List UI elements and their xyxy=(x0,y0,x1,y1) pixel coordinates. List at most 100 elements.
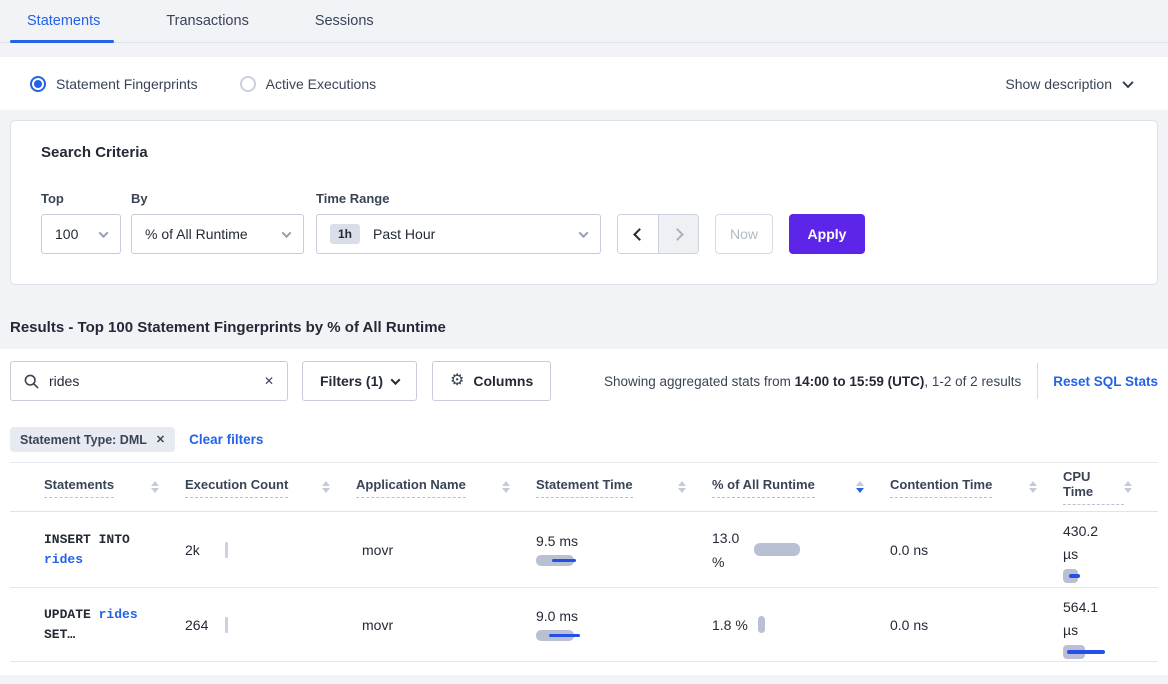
time-pager xyxy=(617,214,699,254)
column-header-contention-time[interactable]: Contention Time xyxy=(890,477,1063,498)
top-select-value: 100 xyxy=(55,226,79,242)
previous-time-button[interactable] xyxy=(618,215,658,253)
next-time-button[interactable] xyxy=(658,215,698,253)
reset-sql-stats-link[interactable]: Reset SQL Stats xyxy=(1053,373,1158,389)
statement-fingerprint-cell: UPDATE rides SET… xyxy=(44,606,138,642)
clear-filters-link[interactable]: Clear filters xyxy=(189,432,264,447)
search-icon xyxy=(24,374,39,388)
sort-icon[interactable] xyxy=(151,481,159,493)
by-select[interactable]: % of All Runtime xyxy=(131,214,304,254)
sort-icon[interactable] xyxy=(322,481,330,493)
sort-icon[interactable] xyxy=(502,481,510,493)
cpu-time-cell: 430.2 µs xyxy=(1063,512,1158,583)
execution-count-bar xyxy=(225,616,228,633)
time-range-label: Time Range xyxy=(316,191,390,206)
radio-unselected-icon[interactable] xyxy=(239,75,256,92)
tab-statements[interactable]: Statements xyxy=(9,0,115,43)
cpu-time-cell: 564.1 µs xyxy=(1063,588,1158,659)
table-row: UPDATE rides SET… 264 movr 9.0 ms 1.8 % … xyxy=(10,588,1158,662)
statement-time-cell: 9.5 ms xyxy=(536,533,712,566)
chevron-left-icon xyxy=(633,227,646,241)
search-input[interactable] xyxy=(49,373,254,389)
tab-sessions[interactable]: Sessions xyxy=(314,13,374,29)
time-range-badge: 1h xyxy=(330,224,361,244)
sort-icon[interactable] xyxy=(1124,481,1132,493)
active-filters-row: Statement Type: DML ✕ Clear filters xyxy=(10,427,1158,452)
show-description-label: Show description xyxy=(1005,75,1112,92)
cpu-time-bar xyxy=(1063,645,1123,659)
top-field: Top 100 xyxy=(41,191,121,254)
results-toolbar: ✕ Filters (1) ⚙ Columns Showing aggregat… xyxy=(10,361,1158,401)
results-heading: Results - Top 100 Statement Fingerprints… xyxy=(10,319,446,336)
filter-chip-label: Statement Type: DML xyxy=(20,432,147,447)
radio-label: Active Executions xyxy=(265,75,377,92)
now-button[interactable]: Now xyxy=(715,214,773,254)
columns-button[interactable]: ⚙ Columns xyxy=(432,361,552,401)
execution-count-cell: 2k xyxy=(185,541,356,558)
time-range-select[interactable]: 1h Past Hour xyxy=(316,214,601,254)
tab-transactions[interactable]: Transactions xyxy=(166,13,249,29)
chevron-down-icon xyxy=(578,227,589,238)
column-header-application-name[interactable]: Application Name xyxy=(356,477,536,498)
statement-time-bar xyxy=(536,630,586,641)
by-label: By xyxy=(131,191,148,206)
radio-selected-icon[interactable] xyxy=(30,75,46,92)
table-row: INSERT INTO rides 2k movr 9.5 ms 13.0% 0… xyxy=(10,512,1158,588)
top-select[interactable]: 100 xyxy=(41,214,121,254)
time-range-value: Past Hour xyxy=(373,226,436,242)
column-header-execution-count[interactable]: Execution Count xyxy=(185,477,356,498)
chevron-down-icon xyxy=(390,374,401,385)
runtime-pct-cell: 1.8 % xyxy=(712,616,890,633)
vertical-divider xyxy=(1037,363,1039,399)
by-field: By % of All Runtime xyxy=(131,191,304,254)
runtime-pct-bar xyxy=(754,543,801,556)
chevron-down-icon xyxy=(1122,76,1134,88)
search-criteria-controls: Top 100 By % of All Runtime Time Range 1… xyxy=(41,191,1127,254)
toolbar-right: Showing aggregated stats from 14:00 to 1… xyxy=(604,363,1158,399)
columns-button-label: Columns xyxy=(473,373,534,389)
statement-link[interactable]: rides xyxy=(44,551,84,567)
show-description-toggle[interactable]: Show description xyxy=(1005,75,1134,92)
sort-icon[interactable] xyxy=(1029,481,1037,493)
page-tabs: Statements Transactions Sessions xyxy=(0,0,1168,43)
cpu-time-bar xyxy=(1063,569,1123,583)
radio-label: Statement Fingerprints xyxy=(56,75,198,92)
column-header-statements[interactable]: Statements xyxy=(44,477,185,498)
application-name-cell: movr xyxy=(362,616,394,633)
chevron-down-icon xyxy=(98,227,109,238)
apply-button[interactable]: Apply xyxy=(789,214,865,254)
search-criteria-title: Search Criteria xyxy=(41,144,148,161)
filter-chip-statement-type[interactable]: Statement Type: DML ✕ xyxy=(10,427,176,452)
view-toggle-bar: Statement Fingerprints Active Executions… xyxy=(0,57,1168,110)
runtime-pct-bar xyxy=(757,616,765,633)
by-select-value: % of All Runtime xyxy=(145,226,248,242)
gear-icon: ⚙ xyxy=(450,372,465,389)
stats-time-range: 14:00 to 15:59 (UTC) xyxy=(794,373,925,389)
search-box[interactable]: ✕ xyxy=(10,361,288,401)
statement-time-cell: 9.0 ms xyxy=(536,608,712,641)
sort-icon[interactable] xyxy=(678,481,686,493)
remove-filter-icon[interactable]: ✕ xyxy=(155,434,166,446)
statements-table: Statements Execution Count Application N… xyxy=(10,462,1158,662)
filters-button-label: Filters (1) xyxy=(320,373,384,389)
contention-time-cell: 0.0 ns xyxy=(890,541,929,558)
radio-active-executions[interactable]: Active Executions xyxy=(239,75,377,92)
execution-count-bar xyxy=(225,541,228,558)
chevron-down-icon xyxy=(281,227,292,238)
sort-icon-active-desc[interactable] xyxy=(856,481,864,493)
clear-search-icon[interactable]: ✕ xyxy=(263,374,274,388)
search-criteria-panel: Search Criteria Top 100 By % of All Runt… xyxy=(10,120,1158,285)
top-label: Top xyxy=(41,191,64,206)
statement-link[interactable]: rides xyxy=(98,606,138,622)
results-panel: ✕ Filters (1) ⚙ Columns Showing aggregat… xyxy=(0,349,1168,675)
column-header-statement-time[interactable]: Statement Time xyxy=(536,477,712,498)
application-name-cell: movr xyxy=(362,541,394,558)
radio-statement-fingerprints[interactable]: Statement Fingerprints xyxy=(30,75,198,92)
column-header-runtime-pct[interactable]: % of All Runtime xyxy=(712,477,890,498)
execution-count-cell: 264 xyxy=(185,616,356,633)
filters-button[interactable]: Filters (1) xyxy=(302,361,418,401)
column-header-cpu-time[interactable]: CPU Time xyxy=(1063,469,1158,505)
time-range-field: Time Range 1h Past Hour xyxy=(316,191,601,254)
contention-time-cell: 0.0 ns xyxy=(890,616,929,633)
chevron-right-icon xyxy=(670,227,684,241)
